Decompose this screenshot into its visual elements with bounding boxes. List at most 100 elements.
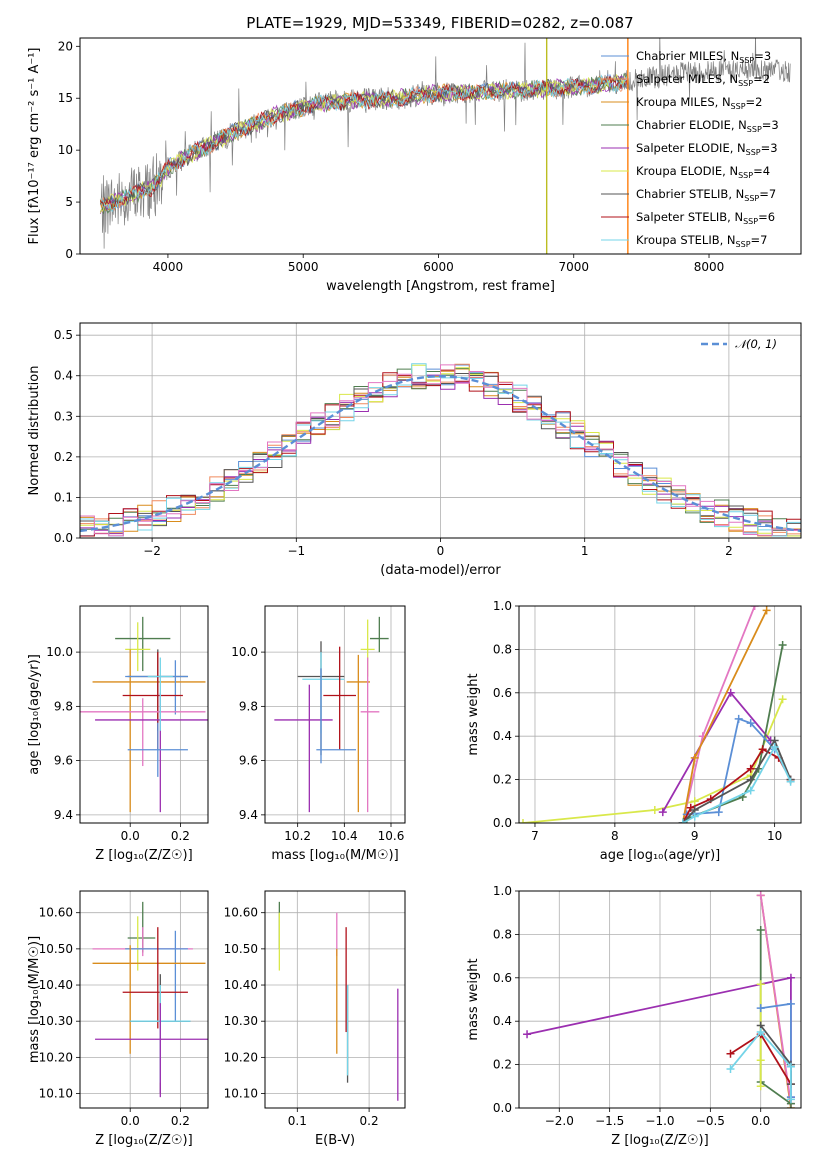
x-tick-label: 7 xyxy=(531,829,539,843)
legend-label: Kroupa ELODIE, NSSP=4 xyxy=(636,164,770,180)
panel-mass-vs-EBV: 0.1 0.2 10.10 10.20 10.30 10.40 10.50 10.60 E(B-… xyxy=(224,890,406,1148)
x-tick-label: 0.2 xyxy=(171,1114,190,1128)
x-axis-label: mass [log₁₀(M/M☉)] xyxy=(271,848,398,863)
x-axis-label: Z [log₁₀(Z/Z☉)] xyxy=(95,1133,192,1148)
plus-marker xyxy=(762,606,771,615)
x-tick-label: 5000 xyxy=(288,260,319,274)
y-tick-label: 10.60 xyxy=(39,906,73,920)
x-axis-label: Z [log₁₀(Z/Z☉)] xyxy=(611,1133,708,1148)
x-tick-label: 9 xyxy=(691,829,699,843)
plus-marker xyxy=(786,777,795,786)
y-tick-label: 10.30 xyxy=(39,1014,73,1028)
plus-marker xyxy=(758,745,767,754)
plus-marker xyxy=(726,688,735,697)
y-tick-label: 0.4 xyxy=(54,369,73,383)
legend-label: Chabrier MILES, NSSP=3 xyxy=(636,49,771,65)
x-tick-label: −1.0 xyxy=(645,1114,674,1128)
plus-marker xyxy=(756,891,765,900)
plus-marker xyxy=(778,641,787,650)
y-tick-label: 0.2 xyxy=(493,1058,512,1072)
y-tick-label: 0.0 xyxy=(493,1101,512,1115)
plus-marker xyxy=(746,775,755,784)
y-tick-label: 9.6 xyxy=(54,754,73,768)
x-tick-label: 2 xyxy=(725,544,733,558)
y-tick-label: 0.6 xyxy=(493,971,512,985)
model-line xyxy=(99,75,628,210)
plus-marker xyxy=(756,1082,765,1091)
plot-area xyxy=(80,616,208,813)
x-tick-label: 0 xyxy=(437,544,445,558)
x-tick-label: 10.2 xyxy=(284,829,311,843)
x-tick-label: −2.0 xyxy=(545,1114,574,1128)
plus-marker xyxy=(786,1095,795,1104)
axes-frame xyxy=(79,37,802,255)
plus-marker xyxy=(770,743,779,752)
panel-age-vs-mass: 10.2 10.4 10.6 9.4 9.6 9.8 10.0 mass [log₁₀(M/M… xyxy=(231,605,406,863)
plus-marker xyxy=(756,1004,765,1013)
plus-marker xyxy=(650,805,659,814)
x-tick-label: 0.1 xyxy=(288,1114,307,1128)
panel-residuals: −2 −1 0 1 2 0.0 0.1 0.2 0.3 0.4 0.5 (data-model)/er… xyxy=(27,322,802,578)
axes-frame xyxy=(264,890,406,1109)
y-tick-label: 10.0 xyxy=(46,645,73,659)
y-tick-label: 15 xyxy=(58,91,73,105)
y-tick-label: 1.0 xyxy=(493,884,512,898)
plus-marker xyxy=(678,819,687,823)
x-tick-label: 8000 xyxy=(694,260,725,274)
plus-marker xyxy=(690,753,699,762)
x-tick-label: 10 xyxy=(767,829,782,843)
normal-curve-line xyxy=(80,374,801,533)
mass-weight-line xyxy=(759,895,792,1104)
axes-frame xyxy=(518,605,802,824)
y-tick-label: 10.40 xyxy=(39,978,73,992)
x-tick-label: 0.0 xyxy=(751,1114,770,1128)
plus-marker xyxy=(778,695,787,704)
plus-marker xyxy=(786,999,795,1008)
y-tick-label: 10.0 xyxy=(231,645,258,659)
x-tick-label: −1 xyxy=(287,544,305,558)
y-axis-label: mass [log₁₀(M/M☉)] xyxy=(27,936,42,1063)
y-tick-label: 20 xyxy=(58,39,73,53)
x-tick-label: 0.2 xyxy=(360,1114,379,1128)
legend-label: Chabrier ELODIE, NSSP=3 xyxy=(636,118,779,134)
plus-marker xyxy=(523,1030,532,1039)
y-axis-label: Flux [fλ10⁻¹⁷ erg cm⁻² s⁻¹ A⁻¹] xyxy=(27,48,42,245)
observed-spectrum-line xyxy=(99,38,791,249)
y-tick-label: 10.20 xyxy=(224,1050,258,1064)
x-tick-label: 0.0 xyxy=(121,829,140,843)
plus-marker xyxy=(746,764,755,773)
plus-marker xyxy=(714,808,723,817)
y-axis-label: mass weight xyxy=(466,673,481,755)
y-tick-label: 9.4 xyxy=(239,808,258,822)
y-tick-label: 10.40 xyxy=(224,978,258,992)
panel-spectrum: 4000 5000 6000 7000 8000 0 5 10 15 20 wavelength [… xyxy=(27,37,802,294)
x-tick-label: 1 xyxy=(581,544,589,558)
x-tick-label: 0.0 xyxy=(121,1114,140,1128)
panel-age-vs-Z: 0.0 0.2 9.4 9.6 9.8 10.0 Z [log₁₀(Z/Z☉)] age [l… xyxy=(27,605,209,863)
plus-marker xyxy=(756,1028,765,1037)
y-tick-label: 0.1 xyxy=(54,490,73,504)
x-axis-label: age [log₁₀(age/yr)] xyxy=(600,848,721,863)
legend-label: Kroupa STELIB, NSSP=7 xyxy=(636,233,767,249)
axes-frame xyxy=(518,890,802,1109)
plus-marker xyxy=(726,1064,735,1073)
model-line xyxy=(99,75,628,207)
panel-mass-weight-vs-age: 7 8 9 10 0.0 0.2 0.4 0.6 0.8 1.0 age [log₁₀(age/yr… xyxy=(466,599,802,863)
x-axis-label: Z [log₁₀(Z/Z☉)] xyxy=(95,848,192,863)
y-tick-label: 0.0 xyxy=(54,531,73,545)
x-tick-label: 0.2 xyxy=(171,829,190,843)
plus-marker xyxy=(786,973,795,982)
y-tick-label: 0.8 xyxy=(493,927,512,941)
y-tick-label: 0.4 xyxy=(493,729,512,743)
plus-marker xyxy=(756,926,765,935)
y-tick-label: 0.4 xyxy=(493,1014,512,1028)
y-tick-label: 10.20 xyxy=(39,1050,73,1064)
y-axis-label: age [log₁₀(age/yr)] xyxy=(27,654,42,775)
plus-marker xyxy=(746,786,755,795)
legend-label: Kroupa MILES, NSSP=2 xyxy=(636,95,762,111)
mass-weight-line xyxy=(729,1030,792,1100)
plot-area xyxy=(99,38,791,254)
y-tick-label: 10.10 xyxy=(39,1087,73,1101)
x-tick-label: −1.5 xyxy=(595,1114,624,1128)
y-tick-label: 10.30 xyxy=(224,1014,258,1028)
